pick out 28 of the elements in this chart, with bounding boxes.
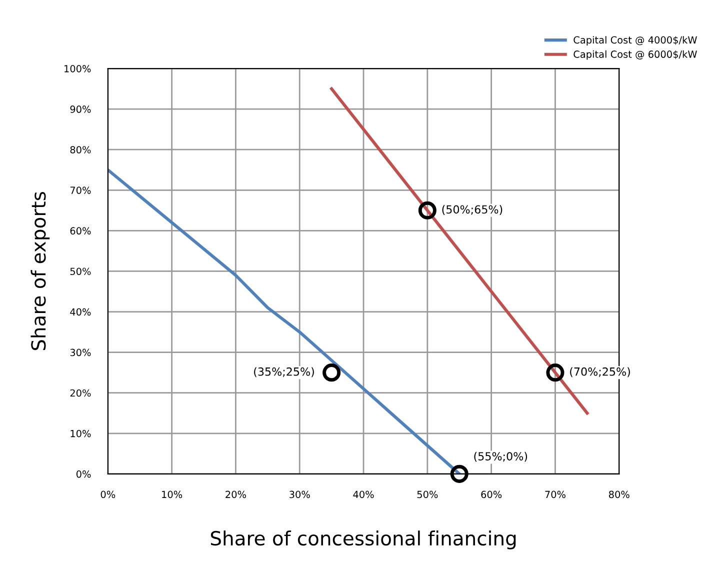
x-tick-label: 40% [353,490,374,498]
y-tick-label: 40% [70,308,91,316]
y-axis-title: Share of exports [30,192,50,350]
y-tick-label: 0% [76,470,91,478]
x-tick-label: 50% [417,490,438,498]
legend-label: Capital Cost @ 4000$/kW [574,36,697,46]
x-tick-label: 30% [290,490,310,498]
x-tick-label: 70% [545,490,566,498]
annotation: (70%;25%) [570,367,630,378]
y-tick-label: 20% [70,389,91,397]
x-tick-label: 80% [608,490,630,498]
x-axis-title: Share of concessional financing [210,530,516,550]
x-tick-label: 20% [226,490,246,498]
y-tick-label: 60% [70,227,91,235]
x-tick-label: 10% [162,490,182,498]
x-tick-label: 0% [100,490,116,498]
y-tick-label: 10% [70,430,91,438]
y-tick-label: 30% [70,348,91,356]
annotation: (55%;0%) [474,452,528,462]
y-tick-label: 100% [64,65,91,72]
annotation: (35%;25%) [254,367,314,378]
y-tick-label: 70% [70,186,91,194]
annotation: (50%;65%) [442,205,502,215]
y-tick-label: 90% [70,106,91,113]
x-tick-label: 60% [481,490,502,498]
legend-label: Capital Cost @ 6000$/kW [574,50,697,60]
y-tick-label: 50% [70,268,91,276]
y-tick-label: 80% [70,146,91,154]
